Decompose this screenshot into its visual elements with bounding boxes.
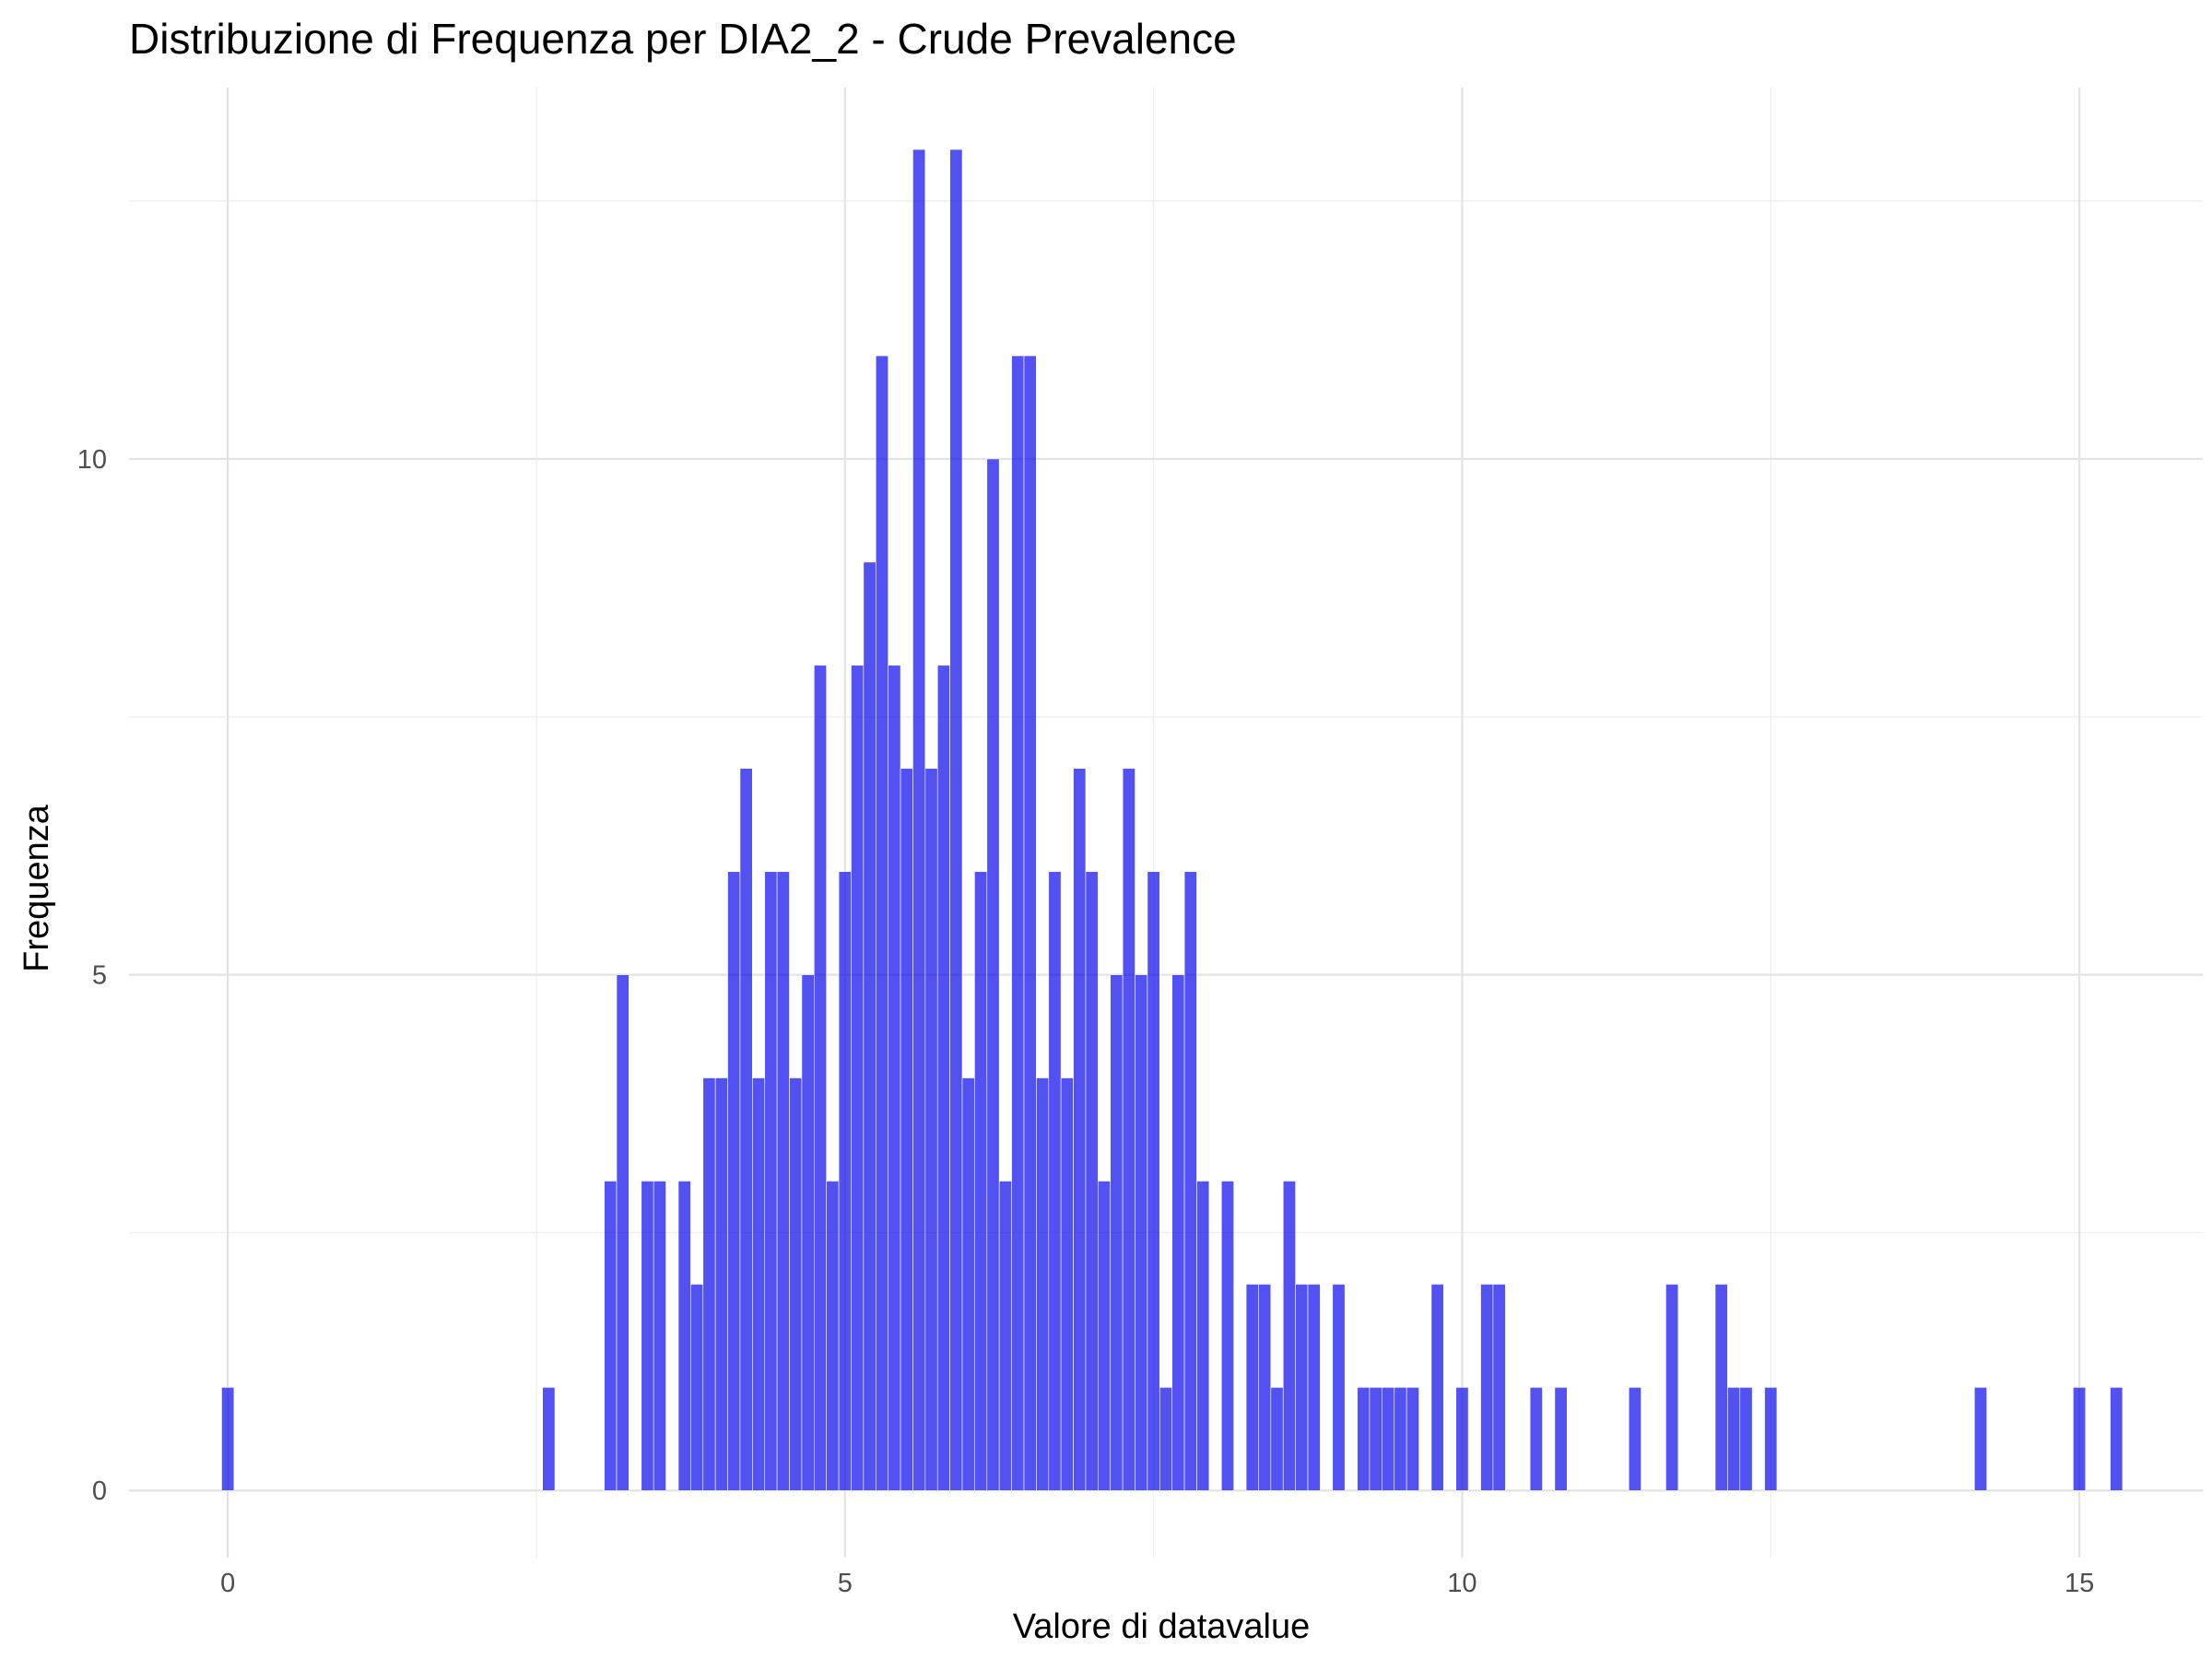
histogram-bar bbox=[221, 1387, 235, 1491]
y-tick-label: 10 bbox=[77, 445, 107, 475]
histogram-bar bbox=[1098, 1181, 1112, 1491]
histogram-bar bbox=[702, 1077, 716, 1491]
histogram-bar bbox=[764, 871, 778, 1491]
histogram-bar bbox=[1357, 1387, 1371, 1491]
histogram-bar bbox=[961, 1077, 975, 1491]
histogram-bar bbox=[727, 871, 741, 1491]
histogram-bar bbox=[1220, 1181, 1234, 1491]
histogram-bar bbox=[1764, 1387, 1778, 1491]
histogram-bar bbox=[653, 1181, 666, 1491]
histogram-bar bbox=[949, 148, 963, 1491]
grid-lines bbox=[129, 88, 2203, 1558]
histogram-bar bbox=[641, 1181, 654, 1491]
x-axis-title: Valore di datavalue bbox=[1013, 1607, 1311, 1646]
histogram-bar bbox=[826, 1181, 840, 1491]
histogram-bar bbox=[1135, 974, 1148, 1491]
chart-title: Distribuzione di Frequenza per DIA2_2 - … bbox=[129, 15, 1237, 63]
histogram-bar bbox=[604, 1181, 618, 1491]
x-tick-label: 10 bbox=[1447, 1569, 1477, 1598]
histogram-bar bbox=[1258, 1284, 1272, 1491]
histogram-bar bbox=[801, 974, 815, 1491]
histogram-bar bbox=[1369, 1387, 1382, 1491]
histogram-bar bbox=[1270, 1387, 1284, 1491]
y-tick-label: 5 bbox=[92, 961, 107, 991]
histogram-bar bbox=[1665, 1284, 1679, 1491]
y-tick-label: 0 bbox=[92, 1477, 107, 1506]
histogram-bar bbox=[739, 768, 753, 1491]
y-tick-labels: 0 5 10 bbox=[77, 445, 107, 1506]
histogram-bar bbox=[1085, 871, 1099, 1491]
histogram-bar bbox=[900, 768, 913, 1491]
histogram-bar bbox=[1036, 1077, 1050, 1491]
histogram-bar bbox=[1480, 1284, 1494, 1491]
histogram-bar bbox=[1073, 768, 1087, 1491]
histogram-bar bbox=[1382, 1387, 1395, 1491]
x-tick-label: 0 bbox=[220, 1569, 235, 1598]
histogram-bar bbox=[1492, 1284, 1506, 1491]
histogram-bar bbox=[1171, 974, 1185, 1491]
histogram-bar bbox=[1739, 1387, 1753, 1491]
histogram-bar bbox=[1554, 1387, 1568, 1491]
histogram-bar bbox=[1245, 1284, 1259, 1491]
histogram-bar bbox=[936, 665, 950, 1491]
histogram-bar bbox=[1406, 1387, 1419, 1491]
histogram-bar bbox=[1196, 1181, 1210, 1491]
histogram-bar bbox=[1529, 1387, 1543, 1491]
x-tick-label: 5 bbox=[838, 1569, 853, 1598]
histogram-bar bbox=[974, 871, 988, 1491]
histogram-bar bbox=[1122, 768, 1135, 1491]
histogram-bar bbox=[1159, 1387, 1172, 1491]
histogram-bar bbox=[776, 871, 790, 1491]
histogram-bar bbox=[924, 768, 938, 1491]
histogram-bar bbox=[690, 1284, 704, 1491]
histogram-bar bbox=[2073, 1387, 2087, 1491]
histogram-bar bbox=[1060, 1077, 1074, 1491]
histogram-bar bbox=[1110, 974, 1124, 1491]
histogram-bar bbox=[1307, 1284, 1321, 1491]
histogram-bar bbox=[1714, 1284, 1728, 1491]
histogram-bar bbox=[1295, 1284, 1309, 1491]
histogram-bar bbox=[814, 665, 827, 1491]
histogram-bar bbox=[851, 665, 865, 1491]
histogram-bar bbox=[714, 1077, 728, 1491]
x-tick-labels: 0 5 10 15 bbox=[220, 1569, 2094, 1598]
histogram-bar bbox=[1430, 1284, 1444, 1491]
histogram-bar bbox=[2110, 1387, 2124, 1491]
histogram-bar bbox=[789, 1077, 803, 1491]
histogram-bar bbox=[752, 1077, 766, 1491]
histogram-bar bbox=[888, 665, 901, 1491]
histogram-bar bbox=[616, 974, 629, 1491]
histogram-bar bbox=[1973, 1387, 1987, 1491]
histogram-bar bbox=[542, 1387, 556, 1491]
histogram-bar bbox=[838, 871, 852, 1491]
histogram-bars bbox=[221, 148, 2124, 1491]
histogram-bar bbox=[1048, 871, 1062, 1491]
histogram-bar bbox=[1183, 871, 1197, 1491]
histogram-bar bbox=[1394, 1387, 1407, 1491]
y-axis-title: Frequenza bbox=[18, 804, 56, 972]
histogram-bar bbox=[1727, 1387, 1741, 1491]
histogram-bar bbox=[1023, 355, 1037, 1491]
histogram-bar bbox=[1332, 1284, 1346, 1491]
histogram-bar bbox=[1147, 871, 1160, 1491]
histogram-bar bbox=[875, 355, 888, 1491]
histogram-bar bbox=[677, 1181, 691, 1491]
histogram-bar bbox=[1011, 355, 1025, 1491]
x-tick-label: 15 bbox=[2065, 1569, 2094, 1598]
histogram-bar bbox=[998, 1181, 1012, 1491]
histogram-bar bbox=[912, 148, 926, 1491]
histogram-bar bbox=[1628, 1387, 1641, 1491]
histogram-bar bbox=[1282, 1181, 1296, 1491]
histogram-bar bbox=[986, 458, 1000, 1491]
histogram-bar bbox=[863, 561, 877, 1491]
histogram-bar bbox=[1455, 1387, 1469, 1491]
